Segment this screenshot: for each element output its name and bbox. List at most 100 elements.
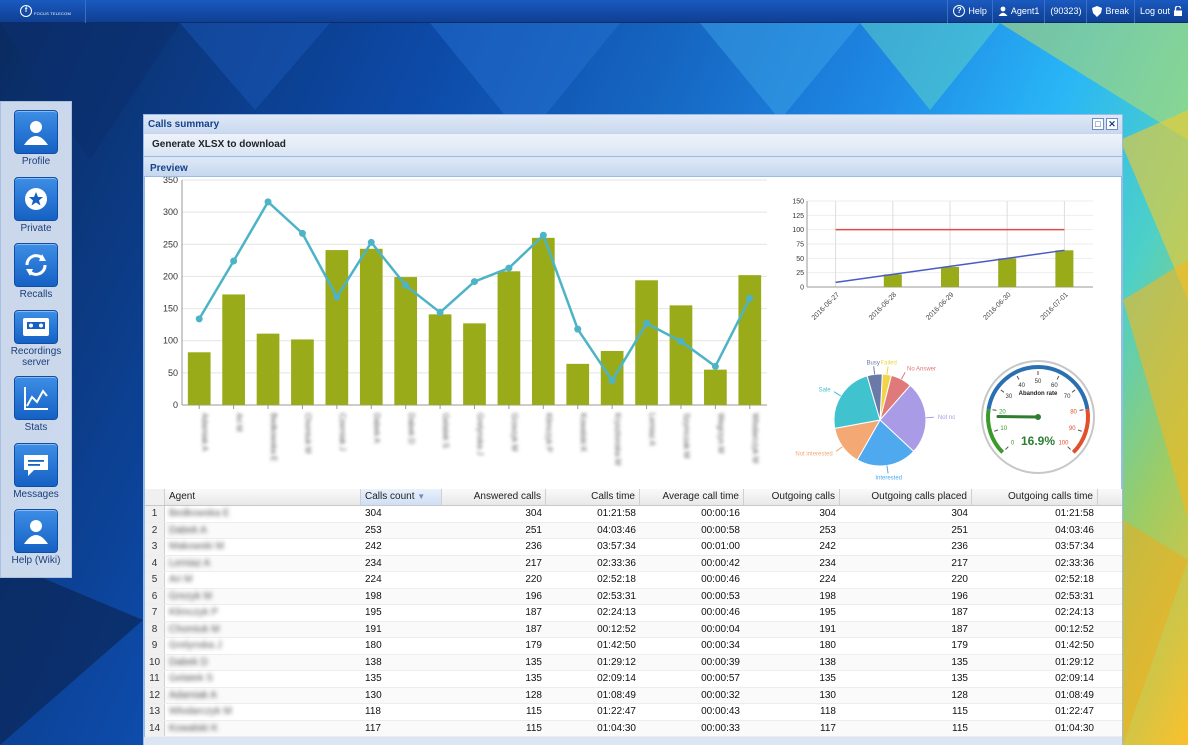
cell-agent: Grelynska J	[169, 640, 222, 651]
cell-outgoing-calls-placed: 179	[951, 640, 968, 651]
table-row[interactable]: 4 Lemiaz A 234 217 02:33:36 00:00:42 234 217 02:…	[145, 555, 1122, 572]
column-header-calls-time[interactable]: Calls time	[546, 489, 640, 505]
column-header-outgoing-calls-time[interactable]: Outgoing calls time	[972, 489, 1098, 505]
cell-agent: Kowalski K	[169, 722, 218, 734]
cell-outgoing-calls: 138	[819, 656, 836, 668]
gauge-tick	[992, 409, 997, 411]
gauge-tick-label: 50	[1035, 379, 1042, 385]
pie-label: Not now	[938, 415, 955, 421]
line-point	[608, 377, 616, 385]
cell-average-call-time: 00:00:43	[701, 706, 740, 717]
sidebar-item-private[interactable]: Private	[1, 169, 71, 236]
row-number: 6	[145, 588, 165, 604]
cell-calls-count: 118	[365, 706, 381, 717]
x-tick-label: Grzezyk M	[510, 413, 519, 452]
agent-id: (90323)	[1044, 0, 1086, 23]
x-tick-label: Chomiuk M	[303, 413, 312, 454]
table-row[interactable]: 9 Grelynska J 180 179 01:42:50 00:00:34 180 179…	[145, 638, 1122, 655]
break-label: Break	[1105, 6, 1129, 16]
x-tick-label: Czerniak J	[338, 413, 347, 451]
cell-average-call-time: 00:00:16	[701, 508, 740, 519]
column-header-agent[interactable]: Agent	[165, 489, 361, 505]
cell-average-call-time: 00:00:04	[701, 623, 740, 635]
sidebar-item-messages[interactable]: Messages	[1, 435, 71, 502]
cell-average-call-time: 00:00:33	[701, 722, 740, 734]
cell-outgoing-calls: 224	[819, 574, 836, 585]
gauge-tick-label: 0	[1011, 440, 1015, 446]
table-row[interactable]: 10 Dabek D 138 135 01:29:12 00:00:39 138 135 01:…	[145, 654, 1122, 671]
cell-answered-calls: 187	[525, 607, 542, 618]
column-header-calls-count[interactable]: Calls count ▼	[361, 489, 442, 505]
table-row[interactable]: 5 Ari M 224 220 02:52:18 00:00:46 224 220 02:52:…	[145, 572, 1122, 589]
x-tick-label: Kowalski K	[579, 413, 588, 453]
bar	[291, 339, 314, 405]
bar	[428, 314, 452, 405]
table-row[interactable]: 13 Wlodarczyk M 118 115 01:22:47 00:00:43 118 1…	[145, 704, 1122, 721]
x-tick-label: Bedkowska E	[269, 413, 278, 461]
table-row[interactable]: 11 Gelatek S 135 135 02:09:14 00:00:57 135 135 0…	[145, 671, 1122, 688]
sort-desc-icon: ▼	[417, 492, 426, 501]
maximize-icon[interactable]: □	[1092, 118, 1104, 130]
generate-xlsx-button[interactable]: Generate XLSX to download	[144, 133, 1122, 157]
line-point	[574, 325, 582, 333]
column-header-average-call-time[interactable]: Average call time	[640, 489, 744, 505]
cell-answered-calls: 251	[525, 524, 542, 536]
cell-outgoing-calls-placed: 135	[951, 673, 968, 684]
bar	[669, 305, 693, 405]
trend-line	[835, 249, 1065, 284]
sidebar-item-stats[interactable]: Stats	[1, 368, 71, 435]
close-icon[interactable]: ✕	[1106, 118, 1118, 130]
cell-average-call-time: 00:00:46	[701, 607, 740, 618]
window-title-bar[interactable]: Calls summary □ ✕	[144, 115, 1122, 133]
cell-average-call-time: 00:00:46	[701, 574, 740, 585]
cell-outgoing-calls-time: 02:24:13	[1055, 607, 1094, 618]
table-row[interactable]: 1 Bedkowska E 304 304 01:21:58 00:00:16 304 304…	[145, 506, 1122, 523]
cell-answered-calls: 217	[525, 557, 542, 569]
table-body: 1 Bedkowska E 304 304 01:21:58 00:00:16 304 304…	[145, 506, 1122, 737]
sidebar-item-help-wiki[interactable]: Help (Wiki)	[1, 501, 71, 568]
table-row[interactable]: 7 Klimczyk P 195 187 02:24:13 00:00:46 195 187 0…	[145, 605, 1122, 622]
table-row[interactable]: 2 Dabek A 253 251 04:03:46 00:00:58 253 251 04:0…	[145, 522, 1122, 539]
cell-outgoing-calls-placed: 135	[951, 656, 968, 668]
y-tick-label: 0	[173, 400, 178, 410]
preview-panel: 0 50 100 150 200 250 300 350 Adamiak A Ari M Bedko…	[144, 175, 1122, 489]
help-button[interactable]: ? Help	[947, 0, 992, 23]
cell-calls-time: 02:33:36	[597, 557, 636, 569]
agent-button[interactable]: Agent1	[991, 0, 1045, 23]
row-number: 2	[145, 522, 165, 538]
cell-calls-count: 224	[365, 574, 382, 585]
bar	[325, 250, 349, 405]
cell-average-call-time: 00:01:00	[701, 541, 740, 552]
logout-button[interactable]: Log out	[1133, 0, 1188, 23]
question-icon: ?	[953, 5, 966, 17]
cell-outgoing-calls-placed: 115	[952, 722, 968, 734]
sidebar-item-profile[interactable]: Profile	[1, 102, 71, 169]
cell-outgoing-calls: 195	[819, 607, 836, 618]
cell-outgoing-calls-placed: 187	[951, 607, 968, 618]
table-row[interactable]: 8 Chomiuk M 191 187 00:12:52 00:00:04 191 187 00…	[145, 621, 1122, 638]
row-number: 12	[145, 687, 165, 703]
table-row[interactable]: 6 Grezyk M 198 196 02:53:31 00:00:53 198 196 02:…	[145, 588, 1122, 605]
cell-calls-count: 234	[365, 557, 382, 569]
table-row[interactable]: 14 Kowalski K 117 115 01:04:30 00:00:33 117 115…	[145, 720, 1122, 737]
gauge-band	[986, 408, 1005, 454]
line-point	[230, 257, 238, 265]
line-point	[264, 198, 272, 206]
column-header-outgoing-calls-placed[interactable]: Outgoing calls placed	[840, 489, 972, 505]
column-header-outgoing-calls[interactable]: Outgoing calls	[744, 489, 840, 505]
column-header-answered-calls[interactable]: Answered calls	[442, 489, 546, 505]
pie-label: Sale	[819, 388, 832, 394]
break-button[interactable]: Break	[1086, 0, 1134, 23]
line-point	[367, 238, 375, 246]
sidebar-item-recalls[interactable]: Recalls	[1, 235, 71, 302]
cell-average-call-time: 00:00:39	[701, 656, 740, 668]
gauge-band	[1071, 408, 1090, 454]
row-number: 4	[145, 555, 165, 571]
cell-outgoing-calls: 135	[819, 673, 836, 684]
cell-agent: Adamiak A	[169, 689, 217, 701]
table-row[interactable]: 12 Adamiak A 130 128 01:08:49 00:00:32 130 128 0…	[145, 687, 1122, 704]
preview-label: Preview	[150, 163, 188, 174]
table-row[interactable]: 3 Makowski M 242 236 03:57:34 00:01:00 242 236 0…	[145, 539, 1122, 556]
cell-outgoing-calls: 253	[819, 524, 836, 536]
sidebar-item-recordings-server[interactable]: Recordings server	[1, 302, 71, 368]
